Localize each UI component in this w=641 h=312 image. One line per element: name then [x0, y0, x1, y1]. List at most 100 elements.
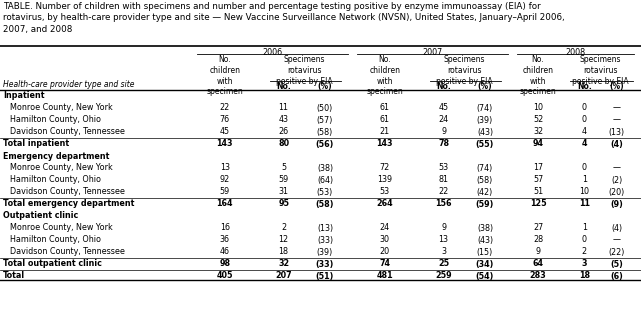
Text: 3: 3	[441, 247, 446, 256]
Text: —: —	[613, 163, 620, 173]
Text: 28: 28	[533, 236, 543, 245]
Text: (57): (57)	[317, 115, 333, 124]
Text: 143: 143	[376, 139, 393, 149]
Text: 143: 143	[217, 139, 233, 149]
Text: 481: 481	[376, 271, 393, 280]
Text: (59): (59)	[476, 199, 494, 208]
Text: (53): (53)	[317, 188, 333, 197]
Text: Monroe County, New York: Monroe County, New York	[10, 223, 113, 232]
Text: 18: 18	[579, 271, 590, 280]
Text: 24: 24	[438, 115, 449, 124]
Text: 9: 9	[535, 247, 540, 256]
Text: 74: 74	[379, 260, 390, 269]
Text: 20: 20	[379, 247, 390, 256]
Text: (9): (9)	[610, 199, 623, 208]
Text: 9: 9	[441, 223, 446, 232]
Text: 78: 78	[438, 139, 449, 149]
Text: Total: Total	[3, 271, 25, 280]
Text: 53: 53	[438, 163, 449, 173]
Text: Specimens
rotavirus
positive by EIA: Specimens rotavirus positive by EIA	[572, 55, 629, 85]
Text: 405: 405	[217, 271, 233, 280]
Text: No.: No.	[577, 82, 592, 91]
Text: (64): (64)	[317, 175, 333, 184]
Text: 264: 264	[376, 199, 393, 208]
Text: 53: 53	[379, 188, 390, 197]
Text: (%): (%)	[318, 82, 332, 91]
Text: (43): (43)	[477, 236, 493, 245]
Text: 13: 13	[220, 163, 230, 173]
Text: 0: 0	[582, 115, 587, 124]
Text: No.: No.	[437, 82, 451, 91]
Text: (50): (50)	[317, 104, 333, 113]
Text: 57: 57	[533, 175, 543, 184]
Text: Monroe County, New York: Monroe County, New York	[10, 104, 113, 113]
Text: (58): (58)	[317, 128, 333, 137]
Text: 13: 13	[438, 236, 449, 245]
Text: TABLE. Number of children with specimens and number and percentage testing posit: TABLE. Number of children with specimens…	[3, 2, 565, 34]
Text: 2: 2	[581, 247, 587, 256]
Text: Davidson County, Tennessee: Davidson County, Tennessee	[10, 188, 125, 197]
Text: Inpatient: Inpatient	[3, 91, 44, 100]
Text: 207: 207	[276, 271, 292, 280]
Text: 25: 25	[438, 260, 449, 269]
Text: (51): (51)	[316, 271, 334, 280]
Text: 5: 5	[281, 163, 286, 173]
Text: (56): (56)	[316, 139, 334, 149]
Text: (34): (34)	[476, 260, 494, 269]
Text: (38): (38)	[317, 163, 333, 173]
Text: 51: 51	[533, 188, 543, 197]
Text: 11: 11	[579, 199, 590, 208]
Text: (13): (13)	[317, 223, 333, 232]
Text: (74): (74)	[477, 163, 493, 173]
Text: 11: 11	[279, 104, 288, 113]
Text: 4: 4	[582, 128, 587, 137]
Text: 98: 98	[219, 260, 230, 269]
Text: (%): (%)	[478, 82, 492, 91]
Text: 10: 10	[579, 188, 589, 197]
Text: 95: 95	[278, 199, 289, 208]
Text: (58): (58)	[477, 175, 493, 184]
Text: Davidson County, Tennessee: Davidson County, Tennessee	[10, 247, 125, 256]
Text: (55): (55)	[476, 139, 494, 149]
Text: 26: 26	[279, 128, 288, 137]
Text: (54): (54)	[476, 271, 494, 280]
Text: 46: 46	[220, 247, 230, 256]
Text: 125: 125	[529, 199, 546, 208]
Text: Hamilton County, Ohio: Hamilton County, Ohio	[10, 115, 101, 124]
Text: 10: 10	[533, 104, 543, 113]
Text: 59: 59	[278, 175, 288, 184]
Text: 43: 43	[279, 115, 288, 124]
Text: (4): (4)	[611, 223, 622, 232]
Text: (43): (43)	[477, 128, 493, 137]
Text: 64: 64	[533, 260, 544, 269]
Text: Davidson County, Tennessee: Davidson County, Tennessee	[10, 128, 125, 137]
Text: (%): (%)	[610, 82, 624, 91]
Text: Hamilton County, Ohio: Hamilton County, Ohio	[10, 175, 101, 184]
Text: 4: 4	[581, 139, 587, 149]
Text: 72: 72	[379, 163, 390, 173]
Text: 164: 164	[217, 199, 233, 208]
Text: (4): (4)	[610, 139, 623, 149]
Text: No.: No.	[276, 82, 291, 91]
Text: 2006: 2006	[262, 48, 283, 57]
Text: 45: 45	[438, 104, 449, 113]
Text: 59: 59	[220, 188, 230, 197]
Text: Outpatient clinic: Outpatient clinic	[3, 212, 78, 221]
Text: No.
children
with
specimen: No. children with specimen	[206, 55, 243, 96]
Text: 2007: 2007	[422, 48, 443, 57]
Text: 9: 9	[441, 128, 446, 137]
Text: —: —	[613, 236, 620, 245]
Text: 61: 61	[380, 104, 390, 113]
Text: 1: 1	[582, 175, 587, 184]
Text: 32: 32	[533, 128, 543, 137]
Text: (74): (74)	[477, 104, 493, 113]
Text: 27: 27	[533, 223, 543, 232]
Text: 0: 0	[582, 104, 587, 113]
Text: 18: 18	[279, 247, 288, 256]
Text: 24: 24	[379, 223, 390, 232]
Text: Total outpatient clinic: Total outpatient clinic	[3, 260, 102, 269]
Text: 16: 16	[220, 223, 230, 232]
Text: 31: 31	[279, 188, 288, 197]
Text: 22: 22	[220, 104, 230, 113]
Text: 2008: 2008	[565, 48, 586, 57]
